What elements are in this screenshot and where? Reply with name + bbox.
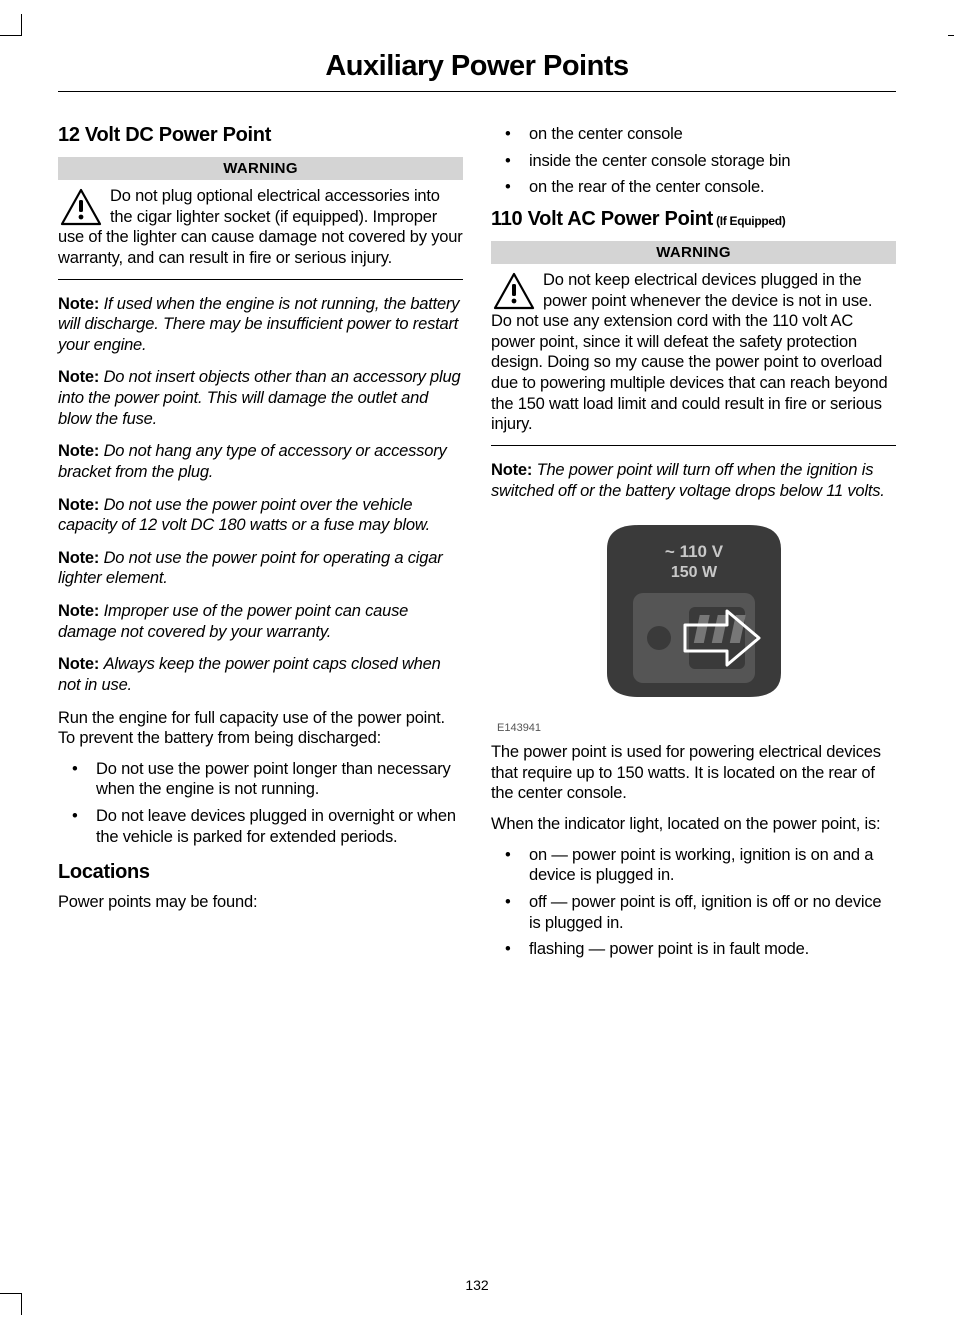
figure-id: E143941 <box>497 722 896 734</box>
bullet-tip-1: Do not use the power point longer than n… <box>58 759 463 800</box>
bullet-loc-1: on the center console <box>491 124 896 145</box>
bullet-ind-3: flashing — power point is in fault mode. <box>491 939 896 960</box>
section-110v-heading: 110 Volt AC Power Point (If Equipped) <box>491 208 896 231</box>
note-7: Note: Always keep the power point caps c… <box>58 654 463 695</box>
note-110v-1: Note: The power point will turn off when… <box>491 460 896 501</box>
crop-mark-top-right <box>948 14 954 36</box>
bullet-loc-3: on the rear of the center console. <box>491 177 896 198</box>
note-6: Note: Improper use of the power point ca… <box>58 601 463 642</box>
crop-mark-bottom-left <box>0 1293 22 1315</box>
left-column: 12 Volt DC Power Point WARNING Do not pl… <box>58 124 463 970</box>
page-title: Auxiliary Power Points <box>58 50 896 92</box>
bullet-ind-1: on — power point is working, ignition is… <box>491 845 896 886</box>
bullets-battery-tips: Do not use the power point longer than n… <box>58 759 463 848</box>
bullet-tip-2: Do not leave devices plugged in overnigh… <box>58 806 463 847</box>
bullet-ind-2: off — power point is off, ignition is of… <box>491 892 896 933</box>
warning-text-12v: Do not plug optional electrical accessor… <box>58 187 463 267</box>
figure-outlet: ~ 110 V 150 W <box>491 515 896 718</box>
note-4: Note: Do not use the power point over th… <box>58 495 463 536</box>
bullets-indicator: on — power point is working, ignition is… <box>491 845 896 960</box>
content-columns: 12 Volt DC Power Point WARNING Do not pl… <box>58 124 896 970</box>
note-5: Note: Do not use the power point for ope… <box>58 548 463 589</box>
note-3: Note: Do not hang any type of accessory … <box>58 441 463 482</box>
section-12v-heading: 12 Volt DC Power Point <box>58 124 463 147</box>
svg-text:150 W: 150 W <box>670 564 717 581</box>
right-column: on the center console inside the center … <box>491 124 896 970</box>
locations-heading: Locations <box>58 861 463 884</box>
body-110v-desc: The power point is used for powering ele… <box>491 742 896 804</box>
warning-body-110v: Do not keep electrical devices plugged i… <box>491 270 896 446</box>
bullet-loc-2: inside the center console storage bin <box>491 151 896 172</box>
outlet-illustration: ~ 110 V 150 W <box>589 515 799 713</box>
svg-text:~ 110 V: ~ 110 V <box>664 542 723 561</box>
locations-intro: Power points may be found: <box>58 892 463 913</box>
warning-body-12v: Do not plug optional electrical accessor… <box>58 186 463 280</box>
warning-text-110v: Do not keep electrical devices plugged i… <box>491 271 887 433</box>
note-2: Note: Do not insert objects other than a… <box>58 367 463 429</box>
body-indicator-intro: When the indicator light, located on the… <box>491 814 896 835</box>
crop-mark-top-left <box>0 14 22 36</box>
note-1: Note: If used when the engine is not run… <box>58 294 463 356</box>
warning-banner-110v: WARNING <box>491 241 896 264</box>
warning-banner-12v: WARNING <box>58 157 463 180</box>
page-number: 132 <box>0 1277 954 1293</box>
warning-icon <box>493 272 535 310</box>
warning-icon <box>60 188 102 226</box>
bullets-locations: on the center console inside the center … <box>491 124 896 198</box>
body-run-engine: Run the engine for full capacity use of … <box>58 708 463 749</box>
